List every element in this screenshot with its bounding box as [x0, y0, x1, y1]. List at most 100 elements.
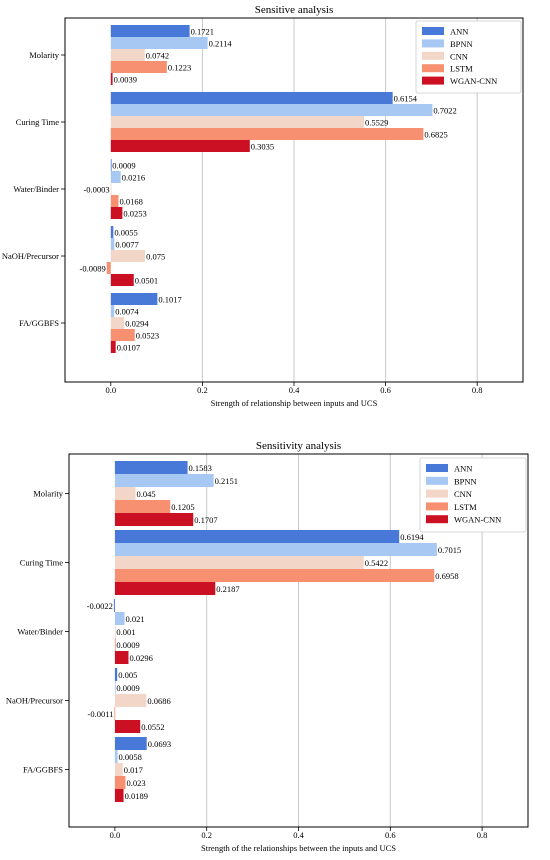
- bar-wgan-cnn-4: [114, 720, 141, 733]
- data-label: 0.0039: [114, 75, 137, 85]
- data-label: 0.5422: [365, 558, 388, 568]
- data-label: 0.7022: [433, 106, 456, 116]
- data-label: -0.0011: [88, 709, 114, 719]
- legend-label: LSTM: [454, 502, 477, 512]
- data-label: 0.0294: [125, 319, 149, 329]
- data-label: 0.0009: [112, 161, 135, 171]
- legend: ANN BPNN CNN LSTM WGAN-CNN: [419, 457, 527, 533]
- bar-bpnn-4: [114, 681, 116, 694]
- bar-lstm-5: [114, 776, 126, 789]
- bar-ann-1: [110, 25, 190, 37]
- data-label: 0.7015: [438, 545, 461, 555]
- x-tick-label: 0.2: [197, 385, 208, 395]
- legend-swatch-ann: [426, 464, 448, 472]
- data-label: 0.0107: [117, 343, 140, 353]
- data-label: 0.0168: [119, 197, 142, 207]
- data-label: 0.2187: [216, 584, 239, 594]
- category-label: Curing Time: [20, 558, 63, 568]
- bar-ann-4: [114, 668, 118, 681]
- data-label: 0.1017: [158, 295, 181, 305]
- x-tick-label: 0.4: [293, 830, 304, 840]
- data-label: 0.045: [137, 489, 156, 499]
- legend-label: CNN: [450, 51, 468, 61]
- category-label: FA/GGBFS: [19, 318, 59, 328]
- chart-title: Sensitive analysis: [255, 4, 334, 16]
- data-label: -0.0003: [83, 185, 109, 195]
- legend-swatch-bpnn: [426, 476, 448, 485]
- category-label: Molarity: [29, 50, 59, 60]
- bar-bpnn-2: [114, 543, 437, 556]
- data-label: 0.6958: [435, 571, 458, 581]
- category-label: NaOH/Precursor: [6, 696, 63, 706]
- bar-wgan-cnn-1: [114, 513, 194, 526]
- bar-wgan-cnn-3: [114, 651, 129, 664]
- data-label: -0.0089: [80, 264, 106, 274]
- bar-cnn-4: [114, 694, 147, 707]
- data-label: 0.3035: [251, 142, 274, 152]
- bar-wgan-cnn-4: [110, 274, 134, 286]
- x-tick-label: 0.6: [380, 385, 391, 395]
- bar-bpnn-3: [110, 171, 121, 183]
- legend-label: LSTM: [450, 64, 473, 74]
- bar-cnn-2: [110, 116, 365, 128]
- legend-label: ANN: [454, 464, 472, 474]
- legend-label: WGAN-CNN: [454, 515, 501, 525]
- bar-cnn-1: [114, 487, 136, 500]
- x-tick-label: 0.2: [201, 830, 212, 840]
- data-label: 0.021: [126, 614, 145, 624]
- bar-cnn-3: [110, 183, 112, 195]
- data-label: 0.0742: [146, 51, 169, 61]
- bar-bpnn-3: [114, 612, 125, 625]
- bar-wgan-cnn-5: [110, 341, 116, 353]
- bar-lstm-4: [106, 262, 111, 274]
- bar-ann-2: [110, 92, 393, 104]
- data-label: 0.0686: [147, 696, 170, 706]
- data-label: 0.0058: [119, 752, 142, 762]
- category-label: Molarity: [33, 489, 63, 499]
- bar-lstm-2: [114, 569, 435, 582]
- bar-bpnn-2: [110, 104, 433, 116]
- data-label: 0.1223: [168, 63, 191, 73]
- x-tick-label: 0.0: [110, 830, 121, 840]
- x-tick-label: 0.6: [385, 830, 396, 840]
- data-label: 0.1205: [171, 502, 194, 512]
- data-label: 0.0296: [129, 653, 152, 663]
- category-label: Water/Binder: [17, 627, 63, 637]
- data-label: 0.023: [126, 778, 145, 788]
- legend-box: [415, 20, 522, 94]
- data-label: 0.6194: [400, 532, 424, 542]
- legend-swatch-wgan-cnn: [422, 76, 444, 85]
- data-label: 0.0693: [148, 739, 171, 749]
- bar-ann-1: [114, 461, 188, 474]
- legend-label: CNN: [454, 489, 472, 499]
- legend-swatch-cnn: [426, 489, 448, 498]
- data-label: 0.2114: [209, 39, 233, 49]
- data-label: 0.0077: [115, 240, 138, 250]
- bar-lstm-5: [110, 329, 135, 341]
- legend-label: WGAN-CNN: [450, 76, 497, 86]
- x-axis-label: Strength of the relationships between th…: [201, 843, 396, 853]
- data-label: 0.0055: [114, 228, 137, 238]
- x-tick-label: 0.8: [477, 830, 488, 840]
- legend: ANN BPNN CNN LSTM WGAN-CNN: [415, 20, 522, 94]
- bar-ann-3: [110, 159, 112, 171]
- bar-wgan-cnn-1: [110, 73, 113, 85]
- bar-ann-5: [110, 293, 158, 305]
- data-label: 0.0501: [135, 276, 158, 286]
- bar-ann-3: [113, 599, 115, 612]
- bar-ann-4: [110, 226, 114, 238]
- category-label: FA/GGBFS: [23, 765, 63, 775]
- x-tick-label: 0.8: [472, 385, 483, 395]
- legend-label: ANN: [450, 27, 468, 37]
- data-label: -0.0022: [87, 601, 113, 611]
- data-label: 0.0253: [123, 209, 146, 219]
- data-label: 0.001: [116, 627, 135, 637]
- data-label: 0.0009: [116, 640, 139, 650]
- data-label: 0.005: [118, 670, 137, 680]
- bar-wgan-cnn-2: [114, 582, 216, 595]
- bar-bpnn-1: [110, 37, 208, 49]
- legend-swatch-lstm: [422, 64, 444, 73]
- data-label: 0.017: [124, 765, 143, 775]
- data-label: 0.1721: [191, 27, 214, 37]
